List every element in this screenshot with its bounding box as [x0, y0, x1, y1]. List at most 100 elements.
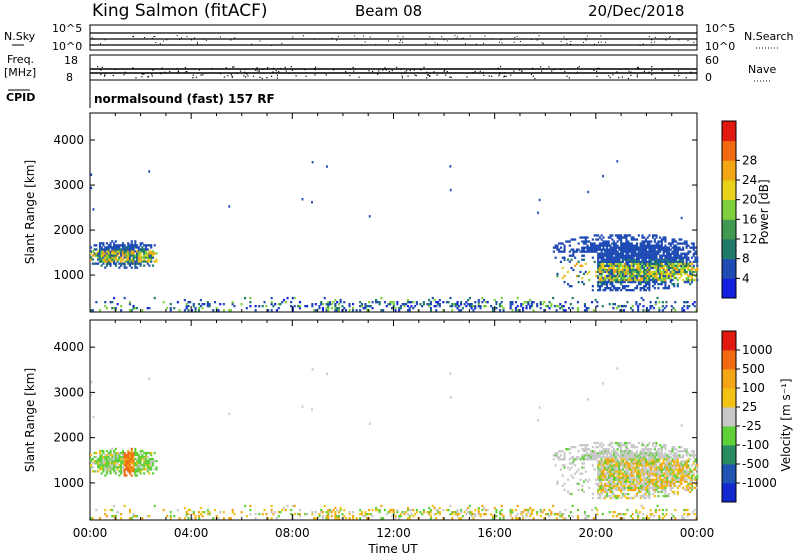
freq-point — [104, 74, 106, 76]
echo-cell — [597, 234, 600, 237]
echo-cell — [306, 305, 309, 308]
echo-cell — [644, 254, 647, 257]
echo-cell — [690, 482, 693, 485]
echo-cell — [653, 474, 656, 477]
echo-cell — [137, 458, 140, 461]
echo-cell — [123, 458, 126, 461]
echo-cell — [123, 468, 126, 471]
colorbar-frame — [721, 330, 737, 503]
echo-cell — [623, 492, 626, 496]
echo-cell — [113, 244, 116, 247]
echo-cell — [614, 246, 617, 249]
echo-cell — [102, 252, 105, 255]
echo-cell — [495, 515, 498, 518]
echo-cell — [222, 517, 225, 520]
echo-cell — [616, 472, 619, 475]
echo-cell — [327, 513, 330, 516]
echo-cell — [625, 468, 628, 471]
echo-cell — [581, 240, 584, 243]
echo-cell — [609, 444, 612, 447]
echo-cell — [581, 448, 584, 451]
colorbar-tick-label: 16 — [742, 212, 757, 226]
echo-cell — [660, 270, 663, 274]
echo-cell — [631, 517, 634, 520]
echo-cell — [643, 460, 646, 463]
echo-cell — [629, 454, 632, 457]
echo-cell — [435, 305, 438, 308]
freq-point — [345, 71, 347, 73]
echo-cell — [398, 307, 401, 310]
echo-cell — [666, 260, 669, 263]
echo-cell — [639, 468, 642, 471]
echo-cell — [558, 456, 561, 459]
echo-cell — [298, 307, 301, 310]
echo-cell — [600, 272, 603, 276]
nsky-point — [159, 43, 161, 45]
echo-cell — [662, 272, 665, 276]
echo-cell — [556, 452, 559, 455]
echo-cell — [146, 252, 149, 255]
echo-cell — [664, 458, 667, 461]
echo-cell — [690, 464, 693, 467]
echo-cell — [600, 260, 603, 263]
echo-cell — [683, 508, 686, 512]
echo-cell — [625, 480, 628, 483]
echo-cell — [598, 285, 601, 288]
echo-cell — [689, 274, 692, 278]
echo-cell — [102, 256, 105, 259]
echo-cell — [625, 240, 628, 243]
echo-cell — [249, 508, 252, 512]
echo-cell — [150, 462, 153, 465]
echo-cell — [327, 515, 330, 518]
echo-cell — [655, 466, 658, 469]
echo-cell — [329, 303, 332, 306]
echo-cell — [121, 451, 124, 455]
echo-cell — [336, 307, 339, 310]
echo-cell — [570, 456, 573, 459]
echo-cell — [132, 453, 135, 457]
echo-cell — [660, 488, 663, 492]
echo-cell — [632, 246, 635, 249]
freq-point — [427, 74, 429, 76]
echo-cell — [132, 451, 135, 455]
echo-cell — [643, 462, 646, 465]
echo-cell — [671, 448, 674, 451]
echo-cell — [130, 248, 133, 251]
echo-cell — [600, 462, 603, 465]
nsky-point — [560, 41, 562, 43]
echo-cell — [185, 303, 188, 306]
colorbar-swatch — [722, 426, 736, 446]
echo-cell — [433, 506, 436, 510]
echo-cell — [127, 449, 130, 453]
echo-cell — [568, 250, 571, 253]
echo-cell — [623, 250, 626, 253]
echo-cell — [321, 515, 324, 518]
echo-cell — [597, 256, 600, 259]
echo-cell — [644, 456, 647, 459]
echo-cell — [558, 458, 561, 461]
echo-cell — [681, 517, 684, 520]
echo-cell — [144, 453, 147, 457]
echo-cell — [90, 453, 93, 457]
echo-cell — [639, 248, 642, 251]
echo-cell — [516, 513, 519, 516]
echo-cell — [602, 466, 605, 469]
echo-cell — [422, 301, 425, 304]
echo-cell — [495, 508, 498, 512]
echo-cell — [616, 468, 619, 471]
echo-cell — [102, 451, 105, 455]
echo-cell — [646, 484, 649, 487]
echo-cell — [514, 517, 517, 520]
echo-cell — [143, 460, 146, 463]
echo-cell — [676, 264, 679, 267]
echo-cell — [587, 190, 590, 194]
echo-cell — [627, 476, 630, 479]
echo-cell — [574, 472, 577, 475]
echo-cell — [113, 246, 116, 249]
echo-cell — [598, 248, 601, 251]
echo-cell — [676, 462, 679, 465]
freq-point — [285, 70, 287, 72]
echo-cell — [568, 260, 571, 263]
echo-cell — [666, 274, 669, 278]
echo-cell — [113, 453, 116, 457]
